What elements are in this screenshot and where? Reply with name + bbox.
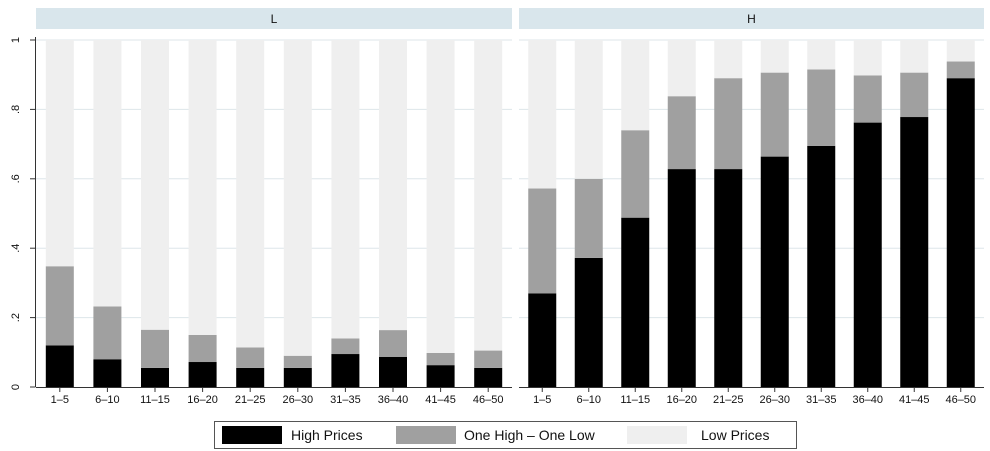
bar-segment — [283, 40, 312, 356]
bar-segment — [283, 367, 312, 387]
x-tick-label: 46–50 — [473, 394, 504, 406]
bar-segment — [621, 130, 650, 218]
x-tick-label: 46–50 — [945, 394, 976, 406]
x-tick-label: 6–10 — [95, 394, 119, 406]
legend-swatch — [396, 426, 456, 444]
x-tick-label: 6–10 — [577, 394, 601, 406]
legend-label: High Prices — [291, 427, 363, 443]
x-tick-label: 26–30 — [759, 394, 790, 406]
bar-segment — [714, 169, 743, 387]
bar-segment — [474, 367, 503, 387]
bar-segment — [853, 122, 882, 387]
bar-segment — [45, 40, 74, 267]
x-tick-label: 1–5 — [51, 394, 69, 406]
bar-segment — [426, 365, 455, 387]
bar-segment — [760, 156, 789, 387]
bar-segment — [188, 362, 217, 387]
x-tick-label: 21–25 — [713, 394, 744, 406]
bar-segment — [426, 352, 455, 366]
bar-segment — [574, 178, 603, 258]
bar-segment — [236, 40, 265, 348]
x-tick-label: 31–35 — [806, 394, 837, 406]
legend-swatch — [222, 426, 282, 444]
bar-segment — [853, 40, 882, 76]
x-tick-label: 41–45 — [899, 394, 930, 406]
panel-title: L — [271, 12, 278, 26]
bar-segment — [946, 61, 975, 79]
bar-segment — [853, 75, 882, 123]
bar-segment — [141, 367, 169, 387]
bar-segment — [141, 329, 169, 368]
y-tick-label: .8 — [10, 105, 22, 114]
bar-segment — [621, 40, 650, 131]
bar-segment — [93, 306, 122, 360]
panel-title: H — [747, 12, 756, 26]
x-tick-label: 41–45 — [425, 394, 456, 406]
x-tick-label: 11–15 — [620, 394, 650, 406]
y-tick-label: .6 — [10, 174, 22, 183]
bar-segment — [528, 293, 557, 387]
bar-segment — [93, 359, 122, 387]
bar-segment — [331, 354, 360, 387]
bar-segment — [760, 40, 789, 73]
bar-segment — [900, 40, 929, 73]
bar-segment — [474, 350, 503, 368]
panel-strip — [519, 8, 984, 29]
y-tick-label: .4 — [10, 244, 22, 253]
x-tick-label: 16–20 — [187, 394, 218, 406]
bar-segment — [283, 355, 312, 368]
bar-segment — [714, 40, 743, 79]
bar-segment — [807, 40, 836, 70]
bar-segment — [331, 338, 360, 355]
legend-box — [214, 421, 797, 449]
x-tick-label: 11–15 — [140, 394, 170, 406]
bar-segment — [93, 40, 122, 307]
legend-swatch — [627, 426, 687, 444]
bar-segment — [667, 40, 696, 97]
bar-segment — [141, 40, 169, 330]
bar-segment — [45, 345, 74, 387]
bar-segment — [528, 40, 557, 189]
bar-segment — [574, 257, 603, 387]
y-tick-label: 1 — [10, 37, 22, 43]
bar-segment — [236, 347, 265, 368]
bar-segment — [946, 40, 975, 62]
bar-segment — [667, 96, 696, 170]
bar-segment — [621, 217, 650, 387]
bar-segment — [900, 72, 929, 118]
bar-segment — [188, 334, 217, 363]
bar-segment — [807, 145, 836, 387]
y-tick-label: .2 — [10, 313, 22, 322]
bar-segment — [379, 330, 407, 357]
bar-segment — [236, 367, 265, 387]
y-tick-label: 0 — [10, 384, 22, 390]
x-tick-label: 26–30 — [283, 394, 314, 406]
bar-segment — [946, 78, 975, 388]
bar-segment — [474, 40, 503, 351]
x-tick-label: 31–35 — [330, 394, 361, 406]
x-tick-label: 16–20 — [666, 394, 697, 406]
x-tick-label: 36–40 — [852, 394, 883, 406]
legend-label: One High – One Low — [464, 427, 596, 443]
bar-segment — [807, 69, 836, 146]
bar-segment — [574, 40, 603, 179]
bar-segment — [760, 72, 789, 157]
bar-segment — [714, 78, 743, 170]
x-tick-label: 36–40 — [378, 394, 409, 406]
bar-segment — [331, 40, 360, 339]
bar-segment — [379, 356, 407, 387]
bar-segment — [426, 40, 455, 353]
bar-segment — [188, 40, 217, 335]
bar-segment — [667, 169, 696, 387]
legend-label: Low Prices — [701, 427, 769, 443]
x-tick-label: 21–25 — [235, 394, 266, 406]
bar-segment — [900, 117, 929, 387]
bar-segment — [379, 40, 407, 331]
bar-segment — [45, 266, 74, 346]
bar-segment — [528, 188, 557, 294]
panel-strip — [36, 8, 512, 29]
x-tick-label: 1–5 — [533, 394, 551, 406]
